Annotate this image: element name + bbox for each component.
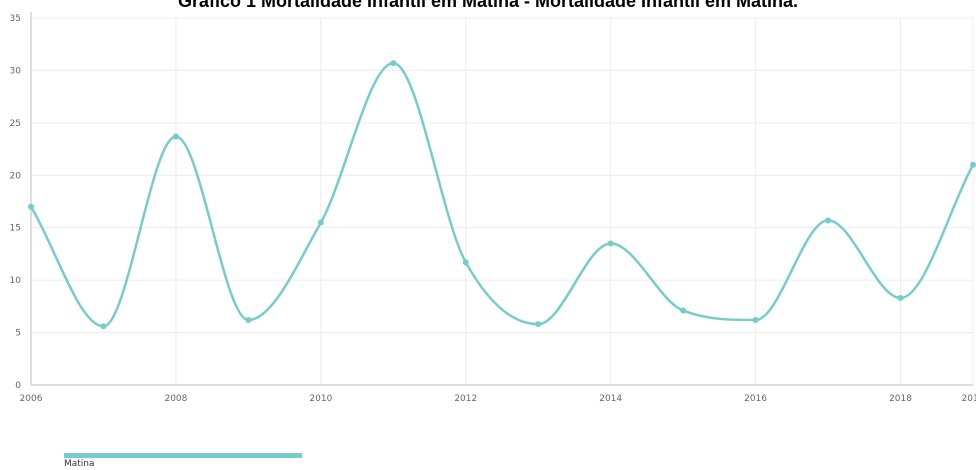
y-tick-label: 15 (10, 224, 21, 234)
x-tick-label: 2010 (309, 394, 332, 404)
series-line-matina (29, 61, 975, 328)
grid (31, 17, 974, 385)
x-tick-label: 2012 (454, 394, 477, 404)
axes: 0 5 10 15 20 25 30 35 2006 2008 2010 2012 2014 2016 20… (10, 12, 976, 404)
data-point (28, 203, 34, 210)
x-tick-label: 2014 (599, 394, 622, 404)
data-point (100, 323, 107, 330)
chart-title: Gráfico 1 Mortalidade Infantil em Matina… (177, 0, 799, 11)
legend-swatch (64, 453, 302, 458)
y-tick-label: 30 (10, 66, 22, 76)
series (28, 60, 976, 330)
x-tick-label: 2018 (889, 394, 912, 404)
y-tick-label: 35 (10, 14, 21, 24)
y-tick-label: 25 (10, 119, 21, 129)
data-point (680, 307, 687, 314)
y-tick-label: 0 (15, 381, 21, 391)
data-point (462, 259, 469, 266)
y-tick-label: 10 (10, 276, 22, 286)
data-point (535, 321, 542, 328)
data-point (172, 133, 179, 140)
x-tick-label: 2019 (962, 394, 976, 404)
data-point (390, 60, 397, 67)
x-tick-label: 2008 (164, 394, 187, 404)
data-point (970, 161, 976, 168)
data-point (317, 219, 324, 226)
x-tick-label: 2006 (20, 394, 43, 404)
y-tick-label: 20 (10, 171, 22, 181)
data-point (245, 316, 252, 323)
y-tick-label: 5 (15, 329, 21, 339)
data-point (825, 217, 832, 224)
data-point (607, 240, 614, 247)
data-point (897, 294, 904, 301)
x-tick-label: 2016 (744, 394, 767, 404)
legend-label: Matina (64, 459, 95, 469)
data-point (752, 316, 759, 323)
